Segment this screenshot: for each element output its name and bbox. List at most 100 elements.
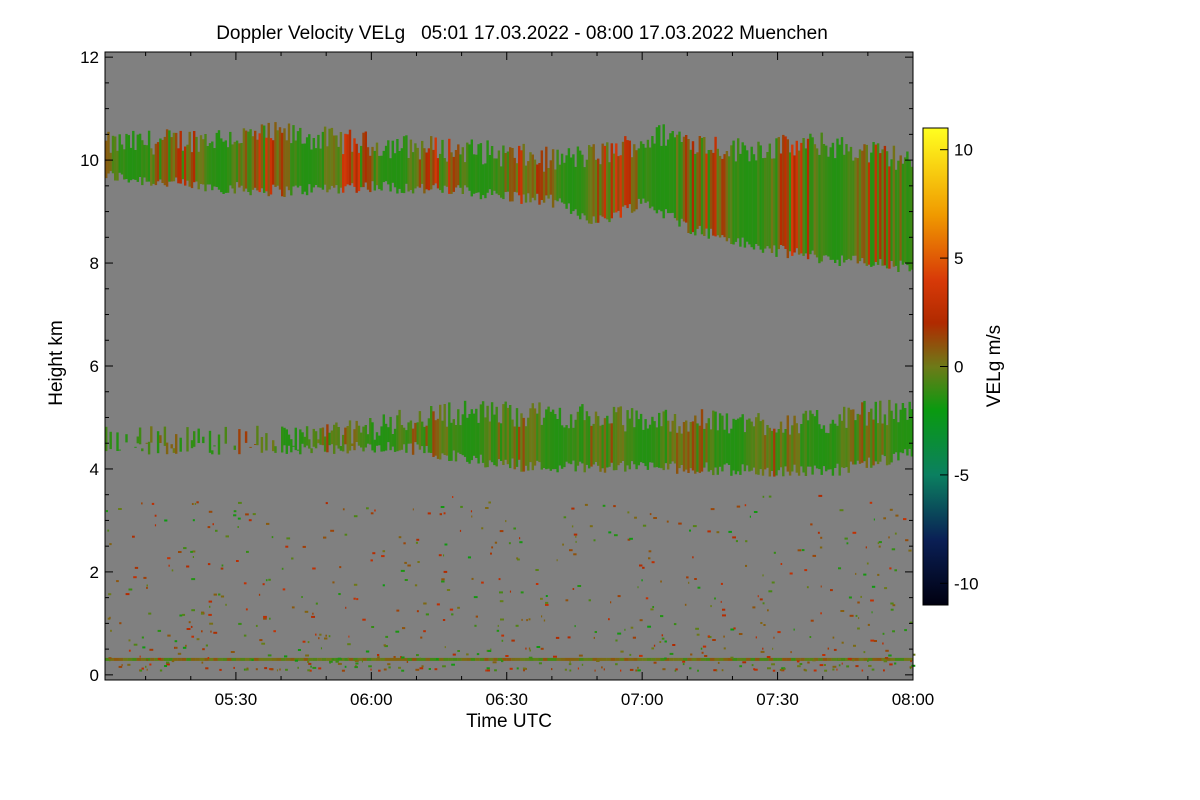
- velocity-cell: [709, 149, 713, 229]
- velocity-cell: [685, 420, 688, 470]
- velocity-cell: [515, 408, 519, 467]
- velocity-cell: [199, 135, 203, 184]
- velocity-cell: [337, 146, 340, 194]
- velocity-cell: [878, 545, 881, 548]
- velocity-cell: [477, 422, 480, 464]
- velocity-cell: [127, 657, 133, 661]
- velocity-cell: [804, 569, 808, 572]
- velocity-cell: [849, 657, 855, 661]
- velocity-cell: [226, 657, 232, 661]
- velocity-cell: [308, 657, 313, 661]
- velocity-cell: [325, 502, 328, 505]
- velocity-cell: [691, 421, 695, 471]
- velocity-cell: [691, 657, 697, 661]
- velocity-cell: [284, 655, 288, 658]
- velocity-cell: [439, 513, 443, 516]
- velocity-cell: [565, 657, 570, 661]
- velocity-cell: [759, 421, 762, 470]
- velocity-cell: [427, 148, 431, 191]
- velocity-cell: [396, 139, 399, 194]
- velocity-cell: [265, 137, 268, 192]
- velocity-cell: [573, 533, 578, 536]
- velocity-cell: [824, 664, 826, 666]
- velocity-cell: [597, 416, 600, 466]
- velocity-cell: [682, 663, 685, 666]
- velocity-cell: [836, 138, 839, 260]
- velocity-cell: [276, 669, 278, 672]
- velocity-cell: [254, 657, 259, 661]
- velocity-cell: [303, 143, 306, 192]
- velocity-cell: [848, 596, 852, 599]
- velocity-cell: [190, 550, 193, 553]
- velocity-cell: [425, 425, 428, 446]
- velocity-cell: [624, 431, 627, 472]
- velocity-cell: [789, 572, 793, 575]
- velocity-cell: [220, 595, 225, 598]
- velocity-cell: [545, 603, 549, 606]
- velocity-cell: [505, 520, 507, 523]
- velocity-cell: [299, 429, 302, 455]
- velocity-cell: [804, 669, 808, 672]
- velocity-cell: [497, 150, 501, 196]
- velocity-cell: [220, 567, 224, 570]
- velocity-cell: [159, 138, 162, 180]
- velocity-cell: [481, 581, 484, 584]
- velocity-cell: [664, 657, 670, 661]
- velocity-cell: [764, 435, 767, 470]
- velocity-cell: [513, 157, 516, 192]
- velocity-cell: [353, 429, 356, 451]
- velocity-cell: [811, 137, 814, 251]
- velocity-cell: [147, 441, 151, 455]
- velocity-cell: [702, 645, 707, 648]
- velocity-cell: [304, 610, 309, 613]
- velocity-cell: [843, 406, 846, 468]
- velocity-cell: [569, 661, 571, 664]
- velocity-cell: [535, 583, 539, 585]
- velocity-cell: [326, 424, 329, 453]
- velocity-cell: [136, 436, 139, 444]
- velocity-cell: [551, 149, 555, 208]
- velocity-cell: [470, 409, 473, 461]
- velocity-cell: [733, 627, 736, 630]
- velocity-cell: [632, 636, 637, 639]
- velocity-cell: [749, 515, 751, 518]
- velocity-cell: [908, 401, 911, 449]
- velocity-cell: [881, 149, 884, 266]
- velocity-cell: [533, 408, 537, 466]
- velocity-cell: [535, 569, 539, 571]
- velocity-cell: [720, 600, 722, 603]
- velocity-cell: [589, 525, 593, 528]
- velocity-cell: [779, 668, 784, 671]
- velocity-cell: [672, 644, 676, 646]
- velocity-cell: [192, 550, 196, 553]
- velocity-cell: [843, 154, 846, 263]
- velocity-cell: [698, 136, 701, 226]
- velocity-cell: [725, 151, 729, 242]
- velocity-cell: [217, 130, 221, 190]
- velocity-cell: [574, 419, 577, 472]
- velocity-cell: [161, 139, 164, 183]
- velocity-cell: [674, 669, 677, 672]
- velocity-cell: [855, 665, 859, 668]
- velocity-cell: [575, 535, 577, 538]
- velocity-cell: [190, 657, 196, 661]
- velocity-cell: [528, 647, 531, 650]
- velocity-cell: [443, 570, 448, 573]
- velocity-cell: [653, 143, 656, 211]
- velocity-cell: [443, 554, 445, 557]
- velocity-cell: [612, 406, 616, 471]
- velocity-cell: [522, 667, 526, 670]
- velocity-cell: [710, 508, 715, 511]
- velocity-cell: [734, 419, 738, 475]
- velocity-cell: [531, 154, 534, 198]
- velocity-cell: [443, 657, 449, 661]
- velocity-cell: [225, 535, 229, 538]
- velocity-cell: [565, 155, 568, 209]
- velocity-cell: [369, 155, 372, 193]
- velocity-cell: [791, 657, 796, 661]
- velocity-cell: [669, 652, 674, 655]
- velocity-cell: [901, 403, 905, 454]
- velocity-cell: [128, 649, 131, 652]
- velocity-cell: [504, 153, 507, 192]
- velocity-cell: [660, 580, 662, 583]
